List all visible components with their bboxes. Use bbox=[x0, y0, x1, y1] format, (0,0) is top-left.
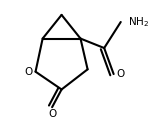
Text: O: O bbox=[48, 109, 56, 119]
Text: NH$_2$: NH$_2$ bbox=[128, 15, 149, 29]
Text: O: O bbox=[117, 69, 125, 79]
Text: O: O bbox=[24, 67, 32, 77]
